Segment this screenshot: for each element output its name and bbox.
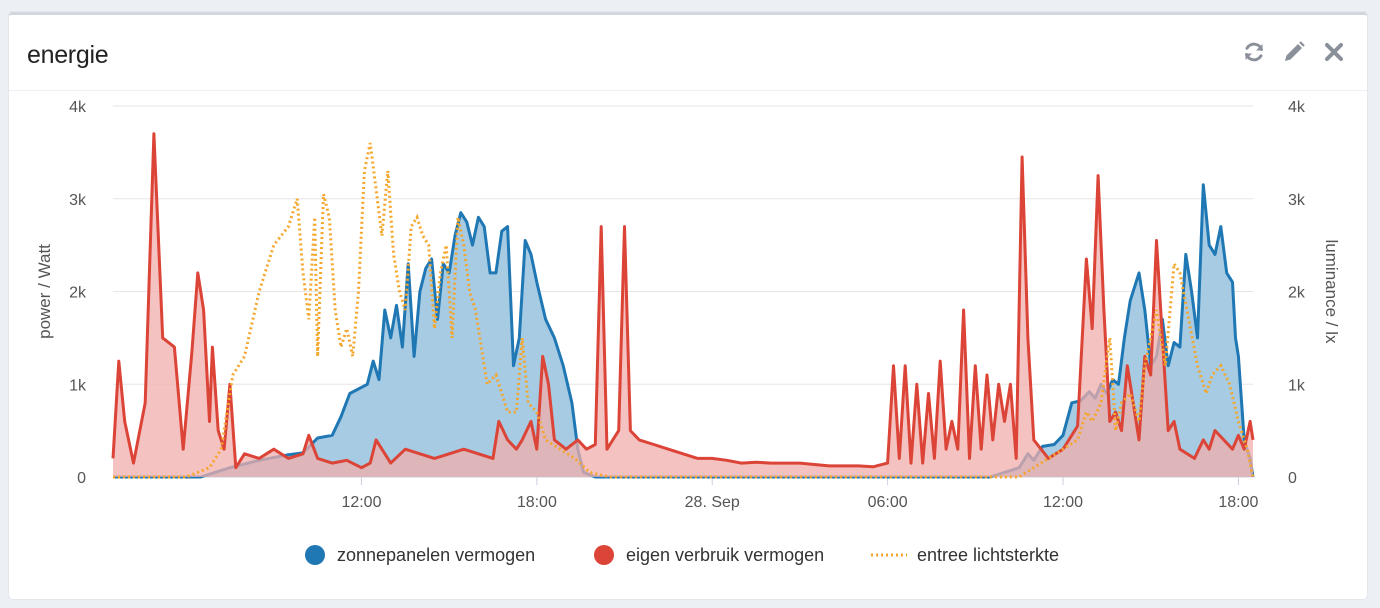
refresh-button[interactable] — [1241, 39, 1267, 65]
x-tick-label: 12:00 — [341, 494, 381, 511]
refresh-icon — [1245, 42, 1263, 62]
y-tick-label-left: 4k — [69, 99, 87, 116]
widget-title: energie — [27, 41, 109, 69]
x-tick-label: 12:00 — [1043, 494, 1083, 511]
series-1-line — [111, 132, 1255, 470]
y-tick-label-left: 2k — [69, 285, 87, 302]
y-tick-label-right: 4k — [1288, 99, 1306, 116]
series-0-area — [113, 184, 1253, 478]
y-tick-label-right: 3k — [1288, 192, 1306, 209]
x-tick-label: 06:00 — [868, 494, 908, 511]
y-tick-label-left: 3k — [69, 192, 87, 209]
widget-tools — [1241, 39, 1347, 65]
y-axis-title-left: power / Watt — [35, 244, 54, 339]
y-axis-title-right: luminance / lx — [1322, 240, 1341, 344]
close-button[interactable] — [1321, 39, 1347, 65]
edit-button[interactable] — [1281, 39, 1307, 65]
widget-header: energie — [9, 15, 1367, 91]
y-tick-label-right: 0 — [1288, 470, 1297, 487]
y-tick-label-left: 0 — [77, 470, 86, 487]
y-tick-label-left: 1k — [69, 377, 87, 394]
legend-swatch-1 — [594, 545, 614, 565]
x-tick-label: 18:00 — [1218, 494, 1258, 511]
x-tick-label: 18:00 — [517, 494, 557, 511]
series-1-area — [113, 133, 1253, 478]
legend-swatch-0 — [305, 545, 325, 565]
x-tick-label: 28. Sep — [685, 494, 740, 511]
legend-item-0[interactable]: zonnepanelen vermogen — [337, 545, 535, 565]
y-tick-label-right: 1k — [1288, 377, 1306, 394]
legend-item-1[interactable]: eigen verbruik vermogen — [626, 545, 824, 565]
close-icon — [1325, 43, 1343, 61]
pencil-icon — [1285, 41, 1305, 61]
y-tick-label-right: 2k — [1288, 285, 1306, 302]
series-0-line — [113, 183, 1255, 479]
legend-item-2[interactable]: entree lichtsterkte — [917, 545, 1059, 565]
